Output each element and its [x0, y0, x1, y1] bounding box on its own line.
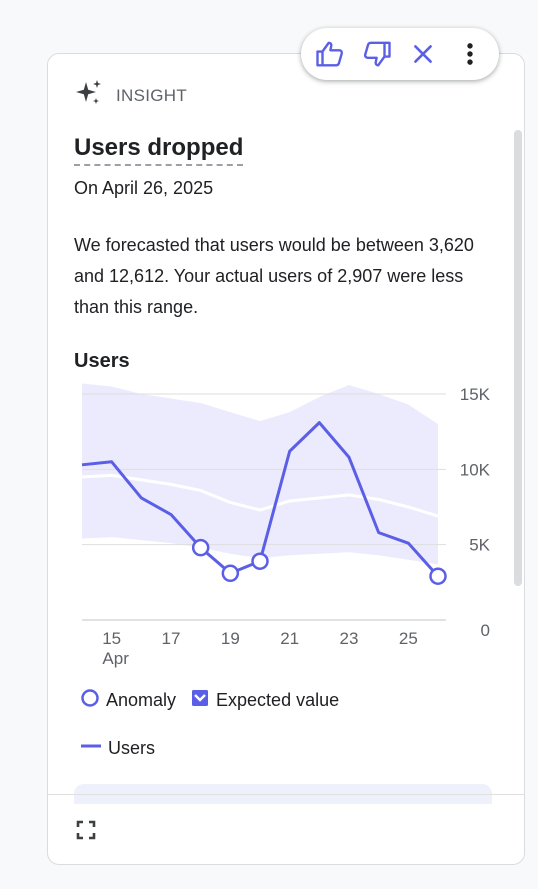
legend-item-anomaly[interactable]: Anomaly	[80, 688, 176, 713]
insight-card: INSIGHT Users dropped On April 26, 2025 …	[47, 53, 525, 865]
x-tick-label: 25	[399, 629, 418, 648]
y-tick-label: 15K	[460, 385, 491, 404]
fullscreen-icon[interactable]	[74, 818, 98, 842]
x-tick-label: 19	[221, 629, 240, 648]
legend-label: Users	[108, 737, 156, 758]
feedback-bar	[301, 28, 499, 80]
x-tick-label: 23	[340, 629, 359, 648]
insight-header: INSIGHT	[74, 78, 187, 113]
y-tick-label: 10K	[460, 460, 491, 479]
legend-item-expected-value[interactable]: Expected value	[190, 688, 339, 713]
insight-description: We forecasted that users would be betwee…	[74, 235, 474, 317]
insight-date: On April 26, 2025	[74, 178, 214, 198]
y-tick-label: 0	[481, 621, 490, 640]
legend-label: Expected value	[216, 689, 340, 710]
check-box-icon	[190, 688, 210, 713]
y-tick-label: 5K	[469, 536, 490, 555]
footer-divider	[48, 794, 524, 795]
page-top-edge	[0, 0, 538, 6]
anomaly-point	[429, 567, 447, 585]
line-icon	[80, 736, 102, 761]
anomaly-point	[221, 564, 240, 583]
x-tick-sublabel: Apr	[102, 649, 129, 668]
insight-label: INSIGHT	[116, 85, 188, 105]
x-tick-label: 21	[280, 629, 299, 648]
anomaly-point	[251, 552, 269, 570]
close-icon[interactable]	[403, 34, 443, 74]
thumbs-up-icon[interactable]	[310, 34, 350, 74]
legend-label: Anomaly	[106, 689, 177, 710]
x-tick-label: 17	[162, 629, 181, 648]
forecast-band	[82, 383, 438, 565]
circle-outline-icon	[80, 688, 100, 713]
legend-item-users[interactable]: Users	[80, 736, 155, 761]
x-tick-label: 15	[102, 629, 121, 648]
sparkle-icon	[74, 78, 104, 113]
thumbs-down-icon[interactable]	[357, 34, 397, 74]
scrollbar[interactable]	[514, 130, 522, 586]
chart-legend: Anomaly Expected value Users	[80, 688, 353, 760]
chart-title: Users	[74, 350, 130, 372]
more-vert-icon[interactable]	[450, 34, 490, 74]
expected-value-line	[81, 473, 439, 518]
users-chart: 0 5K 10K 15K 15 17 19 21 23 25 Apr	[81, 383, 491, 668]
anomaly-point	[191, 538, 210, 557]
insight-title[interactable]: Users dropped	[74, 134, 244, 166]
